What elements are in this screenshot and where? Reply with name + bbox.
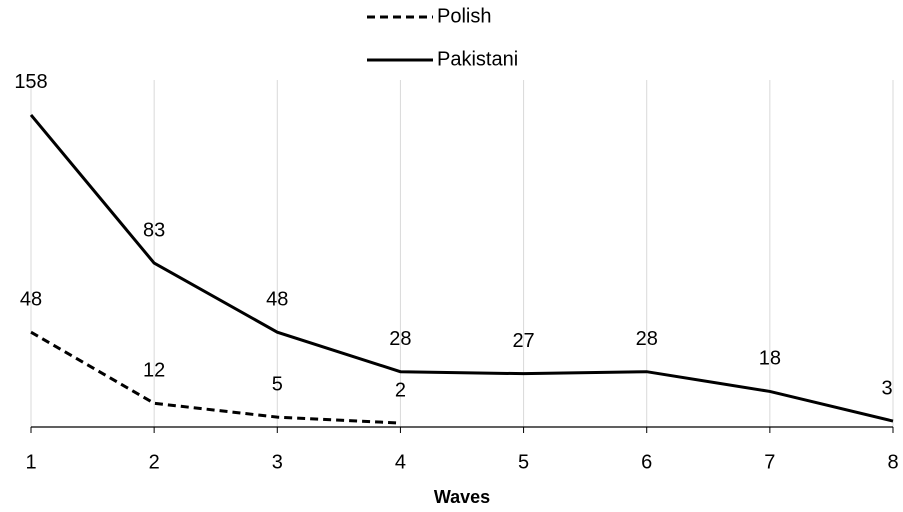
x-tick-label: 6 (641, 451, 652, 473)
series-line (30, 330, 401, 425)
data-label: 48 (20, 288, 42, 310)
x-tick-label: 2 (149, 451, 160, 473)
x-tick-label: 7 (764, 451, 775, 473)
x-tick-label: 1 (25, 451, 36, 473)
legend-label: Polish (437, 5, 491, 27)
data-label: 12 (143, 360, 165, 382)
data-label: 48 (266, 288, 288, 310)
x-tick-label: 8 (887, 451, 898, 473)
x-axis-title: Waves (434, 487, 490, 507)
x-tick-label: 3 (272, 451, 283, 473)
data-label: 3 (881, 377, 892, 399)
data-label: 5 (272, 373, 283, 395)
series-line (29, 113, 894, 423)
x-tick-label: 4 (395, 451, 406, 473)
x-tick-label: 5 (518, 451, 529, 473)
data-label: 158 (14, 71, 47, 93)
data-label: 83 (143, 219, 165, 241)
legend-label: Pakistani (437, 48, 518, 70)
data-label: 27 (512, 330, 534, 352)
data-label: 2 (395, 379, 406, 401)
data-label: 28 (636, 328, 658, 350)
data-label: 18 (759, 348, 781, 370)
data-label: 28 (389, 328, 411, 350)
